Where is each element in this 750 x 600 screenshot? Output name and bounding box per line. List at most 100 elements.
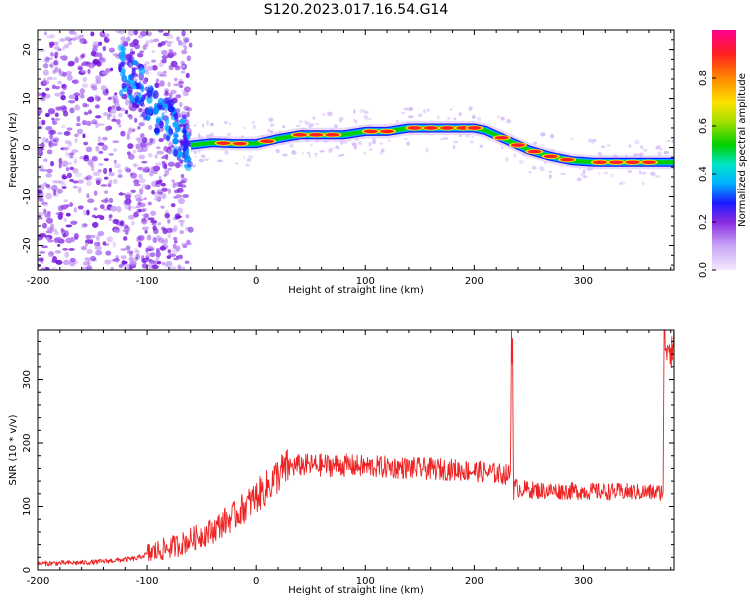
x-tick-label: -200 — [27, 276, 50, 287]
spectral-speckle — [91, 221, 99, 228]
y-tick-label: 0 — [22, 567, 33, 573]
ridge-peak — [560, 157, 575, 162]
spectral-speckle — [42, 63, 49, 69]
spectral-speckle — [165, 153, 169, 161]
spectral-speckle — [94, 104, 100, 109]
spectral-speckle — [77, 186, 82, 194]
spectral-speckle — [54, 66, 59, 73]
spectral-speckle — [45, 217, 54, 224]
ridge-peak — [216, 141, 231, 145]
spectral-speckle — [158, 237, 165, 244]
spectral-speckle — [62, 72, 67, 77]
spectral-speckle — [38, 257, 44, 262]
spectral-speckle — [79, 88, 85, 95]
x-tick-label: -200 — [27, 576, 50, 587]
spectral-streak — [178, 145, 184, 151]
spectral-speckle — [105, 250, 112, 256]
spectral-speckle — [53, 189, 57, 196]
spectral-speckle — [156, 235, 161, 242]
spectral-haze — [406, 141, 411, 146]
spectral-haze — [319, 150, 325, 153]
spectral-speckle — [50, 52, 54, 57]
spectral-speckle — [45, 126, 53, 131]
spectral-speckle — [141, 213, 145, 217]
spectral-speckle — [60, 183, 67, 188]
spectral-speckle — [103, 176, 109, 180]
spectral-haze — [641, 171, 647, 175]
spectral-haze — [640, 145, 644, 149]
spectral-speckle — [182, 90, 189, 97]
spectral-streak — [182, 114, 187, 120]
spectral-haze — [598, 171, 601, 175]
spectral-speckle — [114, 98, 120, 105]
spectral-haze — [506, 119, 512, 124]
spectral-speckle — [89, 161, 95, 168]
ridge-peak — [440, 126, 455, 130]
spectral-haze — [275, 148, 280, 154]
spectral-haze — [469, 105, 473, 111]
spectral-speckle — [153, 191, 161, 198]
spectral-speckle — [149, 138, 154, 144]
spectral-speckle — [151, 190, 155, 195]
spectral-haze — [550, 134, 554, 139]
spectral-speckle — [113, 228, 120, 233]
spectral-haze — [469, 140, 474, 144]
spectral-speckle — [152, 236, 158, 244]
spectral-speckle — [157, 71, 164, 77]
spectral-speckle — [124, 198, 132, 205]
spectral-speckle — [93, 190, 98, 196]
spectral-speckle — [62, 110, 69, 117]
spectral-speckle — [112, 218, 119, 225]
spectral-speckle — [82, 261, 90, 266]
spectral-haze — [337, 154, 342, 158]
spectral-speckle — [180, 174, 185, 179]
spectral-speckle — [69, 202, 74, 207]
spectral-speckle — [49, 33, 56, 39]
ridge-peak — [325, 133, 340, 137]
spectral-speckle — [87, 68, 91, 75]
spectral-speckle — [176, 36, 180, 42]
spectral-speckle — [65, 150, 69, 157]
spectral-speckle — [54, 180, 62, 184]
spectral-speckle — [54, 41, 59, 46]
spectral-speckle — [95, 177, 103, 183]
spectral-haze — [314, 152, 319, 155]
spectral-speckle — [108, 218, 112, 221]
spectral-speckle — [117, 112, 123, 118]
spectral-speckle — [91, 86, 98, 91]
spectral-speckle — [180, 177, 188, 183]
spectral-speckle — [101, 71, 109, 75]
spectral-speckle — [186, 107, 192, 112]
spectral-speckle — [91, 156, 98, 162]
spectral-speckle — [64, 36, 71, 41]
spectral-haze — [452, 144, 456, 150]
spectral-speckle — [100, 199, 108, 203]
spectral-haze — [531, 166, 535, 170]
spectral-speckle — [87, 259, 91, 266]
spectral-haze — [380, 148, 385, 153]
spectral-speckle — [130, 189, 136, 193]
y-tick-label: 300 — [22, 370, 33, 389]
spectral-speckle — [62, 233, 67, 238]
spectral-speckle — [74, 172, 83, 178]
spectral-speckle — [172, 51, 177, 56]
spectral-speckle — [109, 67, 114, 72]
spectral-speckle — [94, 241, 99, 247]
spectral-speckle — [183, 86, 191, 93]
spectral-speckle — [43, 31, 48, 36]
spectral-haze — [352, 142, 357, 147]
spectral-speckle — [42, 158, 48, 163]
spectral-speckle — [44, 266, 50, 270]
spectral-speckle — [74, 104, 80, 111]
y-tick-label: -20 — [22, 237, 33, 253]
spectral-speckle — [48, 142, 53, 149]
spectral-speckle — [161, 192, 167, 200]
spectral-speckle — [175, 94, 182, 99]
spectral-haze — [649, 172, 654, 176]
spectral-speckle — [68, 248, 75, 251]
spectral-speckle — [154, 82, 159, 89]
spectral-speckle — [161, 239, 166, 246]
spectral-speckle — [182, 243, 188, 248]
spectral-speckle — [39, 168, 47, 172]
spectral-speckle — [141, 160, 148, 164]
